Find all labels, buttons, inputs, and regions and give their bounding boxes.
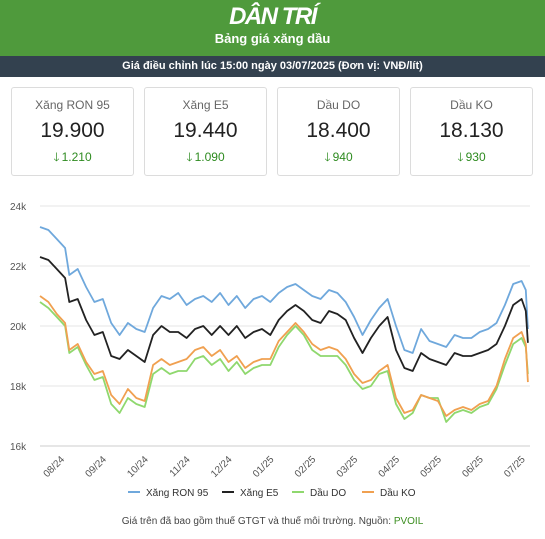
card-price-change: 🡓 940 <box>278 148 399 169</box>
card-fuel-name: Xăng RON 95 <box>35 98 110 112</box>
series-line <box>39 226 529 354</box>
y-tick-label: 22k <box>10 262 27 273</box>
card-fuel-price: 19.900 <box>40 119 105 142</box>
card-fuel-name: Xăng E5 <box>182 98 229 112</box>
price-card-do: Dầu DO 18.400 🡓 940 <box>277 87 400 176</box>
x-tick-label: 09/24 <box>83 454 109 480</box>
price-card-ron95: Xăng RON 95 19.900 🡓 1.210 <box>11 87 134 176</box>
header-banner: DÂN TRÍ Bảng giá xăng dầu <box>0 0 545 56</box>
update-info-bar: Giá điều chỉnh lúc 15:00 ngày 03/07/2025… <box>0 56 545 77</box>
footnote: Giá trên đã bao gồm thuế GTGT và thuế mô… <box>0 516 545 527</box>
x-tick-label: 02/25 <box>293 454 319 480</box>
legend-label: Dầu DO <box>310 487 346 499</box>
legend-label: Xăng RON 95 <box>146 488 209 499</box>
source-link[interactable]: PVOIL <box>393 516 424 527</box>
arrow-down-icon: 🡓 <box>186 150 193 164</box>
x-tick-label: 10/24 <box>125 454 151 480</box>
legend-label: Dầu KO <box>380 487 416 499</box>
card-change-value: 1.090 <box>194 150 225 164</box>
y-tick-label: 18k <box>10 382 27 393</box>
x-tick-label: 01/25 <box>251 454 277 480</box>
card-change-value: 1.210 <box>61 150 92 164</box>
card-fuel-name: Dầu KO <box>450 98 493 112</box>
x-tick-label: 11/24 <box>168 454 193 479</box>
card-change-value: 940 <box>332 150 353 164</box>
arrow-down-icon: 🡓 <box>457 150 464 164</box>
fuel-price-chart: 16k 18k 20k 22k 24k 08/24 09/24 10/24 11/24 12/24… <box>10 202 530 499</box>
arrow-down-icon: 🡓 <box>324 150 331 164</box>
footnote-text: Giá trên đã bao gồm thuế GTGT và thuế mô… <box>121 516 392 527</box>
card-fuel-price: 18.400 <box>306 119 371 142</box>
card-price-change: 🡓 930 <box>411 148 532 169</box>
x-tick-label: 04/25 <box>377 454 403 480</box>
card-price-change: 🡓 1.090 <box>145 148 266 169</box>
brand-logo[interactable]: DÂN TRÍ <box>229 3 317 30</box>
page-title: Bảng giá xăng dầu <box>214 31 331 46</box>
x-tick-label: 07/25 <box>502 454 528 480</box>
card-fuel-price: 18.130 <box>439 119 504 142</box>
y-tick-label: 16k <box>10 442 27 453</box>
price-cards: Xăng RON 95 19.900 🡓 1.210 Xăng E5 19.440… <box>11 87 535 176</box>
arrow-down-icon: 🡓 <box>53 150 60 164</box>
price-card-ko: Dầu KO 18.130 🡓 930 <box>410 87 533 176</box>
x-tick-label: 03/25 <box>335 454 361 480</box>
y-tick-label: 24k <box>10 202 27 213</box>
series-line <box>39 301 529 423</box>
x-tick-label: 05/25 <box>419 454 445 480</box>
x-tick-label: 06/25 <box>460 454 486 480</box>
series-line <box>39 295 529 417</box>
price-card-e5: Xăng E5 19.440 🡓 1.090 <box>144 87 267 176</box>
y-tick-label: 20k <box>10 322 27 333</box>
card-fuel-name: Dầu DO <box>316 98 361 112</box>
x-tick-label: 08/24 <box>42 454 68 480</box>
card-change-value: 930 <box>465 150 486 164</box>
x-tick-label: 12/24 <box>209 454 235 480</box>
card-price-change: 🡓 1.210 <box>12 148 133 169</box>
card-fuel-price: 19.440 <box>173 119 238 142</box>
series-line <box>39 256 529 372</box>
legend-label: Xăng E5 <box>240 488 279 499</box>
